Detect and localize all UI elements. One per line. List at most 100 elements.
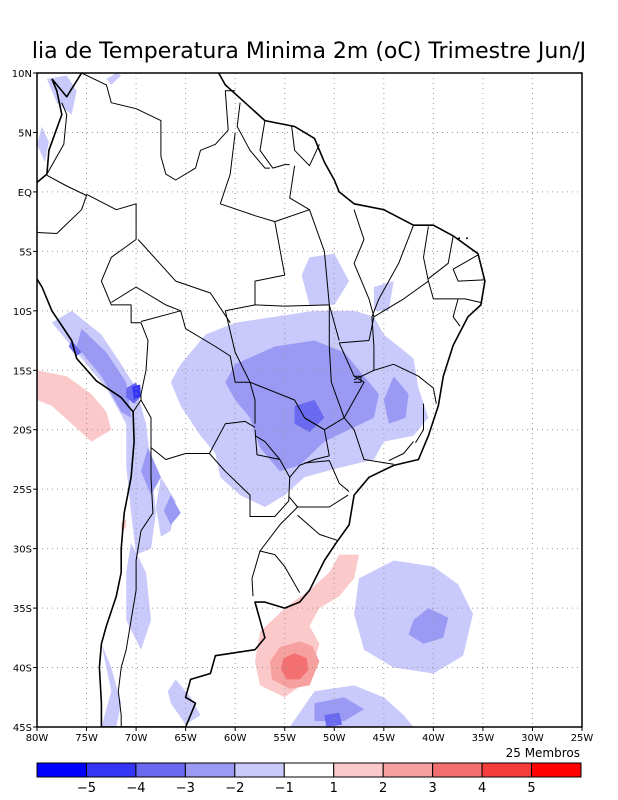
state-border bbox=[452, 254, 484, 282]
country-border bbox=[236, 102, 270, 169]
anomaly-contour-neg4-0 bbox=[132, 384, 141, 400]
colorbar-swatch bbox=[531, 762, 582, 778]
continent-coastline bbox=[37, 73, 486, 727]
state-border bbox=[219, 132, 236, 204]
lon-tick-label: 60W bbox=[224, 733, 247, 744]
state-border bbox=[415, 403, 424, 444]
lon-tick-label: 35W bbox=[472, 733, 495, 744]
country-border bbox=[259, 120, 290, 169]
anomaly-contour-neg2-1 bbox=[383, 376, 409, 424]
political-borders bbox=[37, 73, 484, 727]
country-border bbox=[132, 399, 142, 413]
colorbar-label: 3 bbox=[428, 781, 436, 796]
anomaly-contour-neg1-1 bbox=[301, 253, 350, 305]
state-border bbox=[339, 209, 375, 344]
state-border bbox=[304, 342, 365, 431]
colorbar-swatch bbox=[432, 762, 483, 778]
colorbar-swatch bbox=[36, 762, 87, 778]
colorbar-label: −5 bbox=[77, 781, 96, 796]
state-border bbox=[289, 165, 310, 211]
anomaly-contour-neg3-1 bbox=[68, 340, 82, 356]
anomaly-contour-neg3-2 bbox=[294, 400, 325, 433]
state-border bbox=[428, 235, 454, 280]
anomaly-contour-neg2-4 bbox=[163, 495, 181, 525]
lon-tick-label: 55W bbox=[273, 733, 296, 744]
colorbar-swatch bbox=[333, 762, 384, 778]
lat-tick-label: 5N bbox=[18, 128, 32, 139]
country-border bbox=[209, 429, 291, 517]
axis-ticks: 80W 75W 70W 65W 60W 55W 50W 45W 40W 35W 30W 25W 10N 5… bbox=[12, 69, 594, 744]
country-border bbox=[117, 447, 154, 727]
colorbar-label: 4 bbox=[478, 781, 486, 796]
anomaly-contour-neg1-11 bbox=[106, 73, 122, 85]
state-border bbox=[371, 225, 414, 317]
country-border bbox=[291, 126, 320, 167]
map-title: lia de Temperatura Minima 2m (oC) Trimes… bbox=[32, 39, 586, 64]
state-border bbox=[353, 369, 375, 381]
colorbar-swatch bbox=[135, 762, 186, 778]
colorbar-swatch bbox=[184, 762, 236, 778]
anomaly-contour-neg2-6 bbox=[408, 608, 449, 644]
plot-frame bbox=[36, 72, 583, 728]
country-border bbox=[251, 550, 261, 597]
island-marker bbox=[458, 237, 461, 240]
anomaly-contour-neg1-5 bbox=[126, 542, 151, 650]
lon-tick-label: 50W bbox=[323, 733, 346, 744]
anomaly-contour-neg1-12 bbox=[37, 126, 49, 163]
state-border bbox=[328, 304, 345, 418]
colorbar-swatch bbox=[85, 762, 137, 778]
colorbar-swatch bbox=[382, 762, 434, 778]
state-border bbox=[452, 298, 461, 327]
lon-tick-label: 30W bbox=[521, 733, 544, 744]
lon-tick-label: 40W bbox=[422, 733, 445, 744]
lat-tick-label: 10N bbox=[12, 69, 32, 80]
lon-tick-label: 70W bbox=[125, 733, 148, 744]
colorbar-swatch bbox=[481, 762, 533, 778]
anomaly-contour-neg1-2 bbox=[373, 281, 394, 311]
country-border bbox=[140, 399, 256, 460]
lat-tick-label: 5S bbox=[19, 247, 32, 258]
colorbar-swatch bbox=[234, 762, 285, 778]
country-border bbox=[81, 73, 236, 181]
lat-tick-label: 20S bbox=[13, 426, 32, 437]
colorbar-label: −3 bbox=[176, 781, 195, 796]
colorbar-label: 5 bbox=[527, 781, 535, 796]
colorbar-label: −4 bbox=[126, 781, 145, 796]
state-border bbox=[111, 286, 181, 312]
state-border bbox=[304, 460, 350, 492]
lon-tick-label: 80W bbox=[26, 733, 49, 744]
country-border bbox=[37, 174, 87, 234]
state-border bbox=[388, 441, 414, 462]
country-border bbox=[86, 193, 149, 400]
country-border bbox=[140, 310, 256, 424]
members-label: 25 Membros bbox=[506, 746, 580, 760]
colorbar-swatch bbox=[283, 762, 335, 778]
lon-tick-label: 65W bbox=[174, 733, 197, 744]
state-border bbox=[371, 316, 437, 404]
lat-tick-label: 40S bbox=[13, 664, 32, 675]
lon-tick-label: 75W bbox=[75, 733, 98, 744]
coastline bbox=[37, 73, 486, 727]
state-border bbox=[254, 304, 330, 307]
anomaly-contour-neg1-7 bbox=[167, 679, 201, 725]
lat-tick-label: 25S bbox=[13, 485, 32, 496]
state-border bbox=[427, 280, 482, 303]
lat-tick-label: 15S bbox=[13, 366, 32, 377]
anomaly-contour-neg1-3 bbox=[51, 310, 156, 555]
state-border bbox=[343, 417, 394, 465]
lon-tick-label: 45W bbox=[373, 733, 396, 744]
anomaly-contour-neg1-6 bbox=[101, 643, 122, 727]
state-border bbox=[254, 435, 281, 460]
colorbar-label: −2 bbox=[225, 781, 244, 796]
colorbar-label: −1 bbox=[275, 781, 294, 796]
anomaly-contour-neg3-3 bbox=[324, 712, 343, 727]
lat-tick-label: 45S bbox=[13, 723, 32, 734]
lat-tick-label: 35S bbox=[13, 604, 32, 615]
state-border bbox=[137, 239, 231, 323]
colorbar: −5 −4 −3 −2 −1 1 2 3 4 5 bbox=[36, 762, 582, 796]
colorbar-label: 2 bbox=[379, 781, 387, 796]
anomaly-contour-pos3-0 bbox=[280, 653, 309, 680]
colorbar-label: 1 bbox=[330, 781, 338, 796]
lat-tick-label: EQ bbox=[18, 188, 32, 199]
